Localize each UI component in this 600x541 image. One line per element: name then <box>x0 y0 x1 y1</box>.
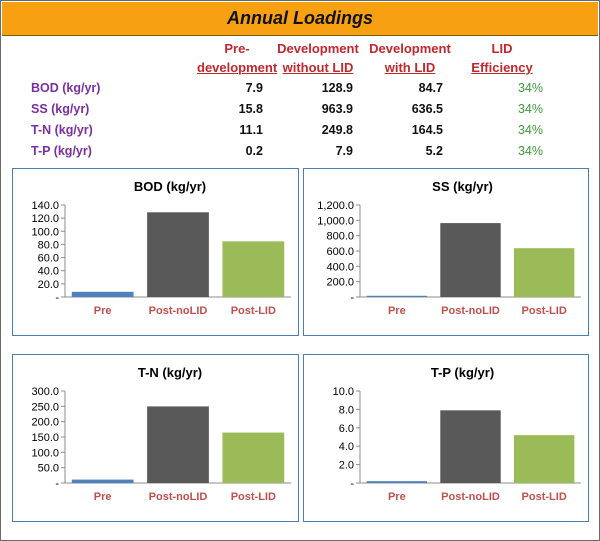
bar-post-lid <box>222 432 285 483</box>
x-tick-label: Post-noLID <box>149 491 208 503</box>
ss-chart-panel: SS (kg/yr) - 200.0 400.0 600.0 800.0 1,000.0 1,… <box>303 168 589 336</box>
row-label-ss: SS (kg/yr) <box>31 102 90 116</box>
cell-efficiency: 34% <box>517 123 543 137</box>
header-line2: with LID <box>384 60 436 75</box>
bar-post-lid <box>222 241 285 297</box>
y-tick-label: 80.0 <box>38 239 59 251</box>
title-bar: Annual Loadings <box>2 2 598 36</box>
bar-post-nolid <box>147 406 209 483</box>
bar-post-nolid <box>440 223 501 297</box>
chart-svg: BOD (kg/yr) -20.040.060.0 80.0100.0120.014… <box>31 179 291 317</box>
cell-pre: 11.1 <box>239 123 263 137</box>
header-line2: without LID <box>282 60 354 75</box>
y-tick-label: 4.0 <box>339 441 354 453</box>
cell-with-lid: 84.7 <box>418 81 443 95</box>
header-line1: LID <box>491 41 513 56</box>
x-tick-label: Post-noLID <box>441 305 500 317</box>
x-tick-label: Pre <box>94 491 112 503</box>
header-with-lid: Development with LID <box>365 39 455 77</box>
x-tick-label: Pre <box>388 305 406 317</box>
bar-post-lid <box>513 248 575 297</box>
header-without-lid: Development without LID <box>273 39 363 77</box>
y-tick-label: 1,000.0 <box>317 215 354 227</box>
bar-post-lid <box>513 435 575 483</box>
y-tick-label: 60.0 <box>38 253 59 265</box>
y-tick-label: 200.0 <box>326 277 354 289</box>
y-tick-label: 200.0 <box>31 417 59 429</box>
chart-svg: SS (kg/yr) - 200.0 400.0 600.0 800.0 1,000.0 1,… <box>317 179 581 317</box>
chart-title: T-N (kg/yr) <box>138 365 202 380</box>
y-tick-label: 800.0 <box>326 231 354 243</box>
tn-chart-panel: T-N (kg/yr) - 50.0 100.0 150.0 200.0 250.0 300.… <box>12 354 299 522</box>
cell-pre: 15.8 <box>238 102 263 116</box>
header-lid-efficiency: LID Efficiency <box>467 39 537 77</box>
header-pre-development: Pre- development <box>197 39 277 77</box>
header-line1: Pre- <box>224 41 250 56</box>
y-tick-label: 10.0 <box>333 386 354 398</box>
header-line2: development <box>197 60 278 75</box>
bar-pre <box>71 291 134 297</box>
x-tick-label: Post-LID <box>522 305 567 317</box>
bod-chart-panel: BOD (kg/yr) -20.0 40.0 60.0 80.0 100.0 120.0 14… <box>12 168 299 336</box>
cell-with-lid: 5.2 <box>425 144 443 158</box>
y-tick-label: - <box>55 292 59 304</box>
cell-with-lid: 164.5 <box>411 123 443 137</box>
y-tick-label: 50.0 <box>38 463 59 475</box>
y-tick-label: 140.0 <box>31 200 59 212</box>
chart-svg: T-P (kg/yr) - 2.0 4.0 6.0 8.0 10.0 Pre Post-noLI… <box>333 365 581 503</box>
chart-svg: T-N (kg/yr) - 50.0 100.0 150.0 200.0 250.0 300.… <box>31 365 291 503</box>
x-tick-label: Post-LID <box>231 491 276 503</box>
y-tick-label: 250.0 <box>31 401 59 413</box>
chart-title: T-P (kg/yr) <box>431 365 494 380</box>
chart-title: BOD (kg/yr) <box>134 179 206 194</box>
cell-no-lid: 963.9 <box>321 102 353 116</box>
y-tick-label: 6.0 <box>339 423 354 435</box>
bar-pre <box>366 481 428 483</box>
y-tick-label: 120.0 <box>31 213 59 225</box>
tp-chart-panel: T-P (kg/yr) - 2.0 4.0 6.0 8.0 10.0 Pre Post-noLI… <box>303 354 589 522</box>
y-tick-label: 300.0 <box>31 386 59 398</box>
cell-no-lid: 249.8 <box>321 123 353 137</box>
y-tick-label: 1,200.0 <box>317 200 354 212</box>
row-label-tn: T-N (kg/yr) <box>31 123 93 137</box>
header-line1: Development <box>369 41 451 56</box>
y-tick-label: - <box>55 478 59 490</box>
y-tick-label: 100.0 <box>31 226 59 238</box>
y-tick-label: 400.0 <box>326 261 354 273</box>
bar-pre <box>71 479 134 483</box>
y-tick-label: 40.0 <box>38 266 59 278</box>
y-tick-label: 150.0 <box>31 432 59 444</box>
row-label-bod: BOD (kg/yr) <box>31 81 101 95</box>
cell-efficiency: 34% <box>517 81 543 95</box>
x-tick-label: Post-noLID <box>441 491 500 503</box>
x-tick-label: Pre <box>94 305 112 317</box>
bar-pre <box>366 295 428 297</box>
y-tick-label: 600.0 <box>326 246 354 258</box>
page-title: Annual Loadings <box>227 8 373 28</box>
y-tick-label: 8.0 <box>339 404 354 416</box>
y-tick-label: 2.0 <box>339 460 354 472</box>
cell-pre: 7.9 <box>245 81 263 95</box>
row-label-tp: T-P (kg/yr) <box>31 144 92 158</box>
y-tick-label: 100.0 <box>31 447 59 459</box>
y-tick-label: 20.0 <box>38 279 59 291</box>
y-tick-label: - <box>350 478 354 490</box>
header-line1: Development <box>277 41 359 56</box>
chart-title: SS (kg/yr) <box>432 179 493 194</box>
cell-pre: 0.2 <box>245 144 263 158</box>
cell-with-lid: 636.5 <box>411 102 443 116</box>
x-tick-label: Post-noLID <box>149 305 208 317</box>
cell-efficiency: 34% <box>517 102 543 116</box>
bar-post-nolid <box>440 410 501 483</box>
x-tick-label: Post-LID <box>522 491 567 503</box>
cell-efficiency: 34% <box>517 144 543 158</box>
x-tick-label: Post-LID <box>231 305 276 317</box>
cell-no-lid: 7.9 <box>335 144 353 158</box>
y-tick-label: - <box>350 292 354 304</box>
header-line2: Efficiency <box>471 60 533 75</box>
cell-no-lid: 128.9 <box>321 81 353 95</box>
x-tick-label: Pre <box>388 491 406 503</box>
bar-post-nolid <box>147 212 209 297</box>
